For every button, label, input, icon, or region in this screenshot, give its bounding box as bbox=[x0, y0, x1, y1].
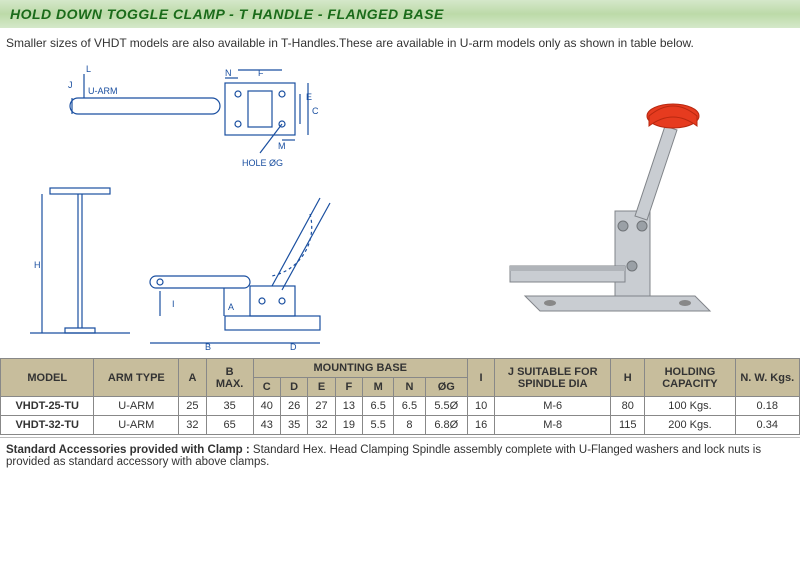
cell-c: 43 bbox=[253, 416, 280, 435]
cell-a: 25 bbox=[179, 397, 206, 416]
cell-f: 19 bbox=[335, 416, 362, 435]
label-hole: HOLE ØG bbox=[242, 158, 283, 168]
col-m: M bbox=[363, 378, 394, 397]
label-m: M bbox=[278, 141, 286, 151]
col-n: N bbox=[394, 378, 425, 397]
cell-e: 32 bbox=[308, 416, 335, 435]
col-nw: N. W. Kgs. bbox=[735, 359, 800, 397]
cell-f: 13 bbox=[335, 397, 362, 416]
footer-note: Standard Accessories provided with Clamp… bbox=[0, 437, 800, 472]
table-row: VHDT-25-TUU-ARM2535402627136.56.55.5Ø10M… bbox=[1, 397, 800, 416]
col-og: ØG bbox=[425, 378, 467, 397]
label-l: L bbox=[86, 64, 91, 74]
cell-model: VHDT-25-TU bbox=[1, 397, 94, 416]
col-a: A bbox=[179, 359, 206, 397]
page-title-bar: HOLD DOWN TOGGLE CLAMP - T HANDLE - FLAN… bbox=[0, 0, 800, 28]
cell-i: 16 bbox=[467, 416, 494, 435]
cell-holding: 100 Kgs. bbox=[645, 397, 735, 416]
cell-j: M-6 bbox=[495, 397, 611, 416]
cell-a: 32 bbox=[179, 416, 206, 435]
label-j: J bbox=[68, 80, 73, 90]
col-j: J SUITABLE FOR SPINDLE DIA bbox=[495, 359, 611, 397]
table-row: VHDT-32-TUU-ARM3265433532195.586.8Ø16M-8… bbox=[1, 416, 800, 435]
cell-holding: 200 Kgs. bbox=[645, 416, 735, 435]
cell-arm: U-ARM bbox=[94, 397, 179, 416]
col-mounting: MOUNTING BASE bbox=[253, 359, 467, 378]
cell-nw: 0.18 bbox=[735, 397, 800, 416]
cell-arm: U-ARM bbox=[94, 416, 179, 435]
col-f: F bbox=[335, 378, 362, 397]
cell-n: 8 bbox=[394, 416, 425, 435]
technical-drawing: U-ARM HOLE ØG N F E C M bbox=[10, 58, 430, 353]
cell-m: 5.5 bbox=[363, 416, 394, 435]
col-i: I bbox=[467, 359, 494, 397]
cell-j: M-8 bbox=[495, 416, 611, 435]
label-n: N bbox=[225, 68, 232, 78]
col-h: H bbox=[611, 359, 645, 397]
label-a: A bbox=[228, 302, 234, 312]
cell-bmax: 35 bbox=[206, 397, 253, 416]
cell-c: 40 bbox=[253, 397, 280, 416]
cell-model: VHDT-32-TU bbox=[1, 416, 94, 435]
cell-m: 6.5 bbox=[363, 397, 394, 416]
cell-e: 27 bbox=[308, 397, 335, 416]
product-photo bbox=[440, 58, 790, 353]
cell-h: 80 bbox=[611, 397, 645, 416]
cell-og: 6.8Ø bbox=[425, 416, 467, 435]
cell-nw: 0.34 bbox=[735, 416, 800, 435]
intro-text: Smaller sizes of VHDT models are also av… bbox=[0, 28, 800, 54]
page-title: HOLD DOWN TOGGLE CLAMP - T HANDLE - FLAN… bbox=[10, 6, 444, 22]
col-holding: HOLDING CAPACITY bbox=[645, 359, 735, 397]
col-d: D bbox=[280, 378, 307, 397]
cell-d: 35 bbox=[280, 416, 307, 435]
spec-table-header: MODEL ARM TYPE A B MAX. MOUNTING BASE I … bbox=[1, 359, 800, 397]
col-arm: ARM TYPE bbox=[94, 359, 179, 397]
col-bmax: B MAX. bbox=[206, 359, 253, 397]
col-c: C bbox=[253, 378, 280, 397]
col-model: MODEL bbox=[1, 359, 94, 397]
cell-d: 26 bbox=[280, 397, 307, 416]
spec-table-body: VHDT-25-TUU-ARM2535402627136.56.55.5Ø10M… bbox=[1, 397, 800, 435]
cell-og: 5.5Ø bbox=[425, 397, 467, 416]
cell-i: 10 bbox=[467, 397, 494, 416]
label-i: I bbox=[172, 299, 175, 309]
footer-lead: Standard Accessories provided with Clamp… bbox=[6, 444, 250, 456]
label-c: C bbox=[312, 106, 319, 116]
label-e: E bbox=[306, 92, 312, 102]
label-h: H bbox=[34, 260, 41, 270]
col-e: E bbox=[308, 378, 335, 397]
cell-h: 115 bbox=[611, 416, 645, 435]
label-uarm: U-ARM bbox=[88, 86, 118, 96]
diagram-area: U-ARM HOLE ØG N F E C M bbox=[0, 54, 800, 354]
cell-n: 6.5 bbox=[394, 397, 425, 416]
spec-table: MODEL ARM TYPE A B MAX. MOUNTING BASE I … bbox=[0, 358, 800, 435]
cell-bmax: 65 bbox=[206, 416, 253, 435]
